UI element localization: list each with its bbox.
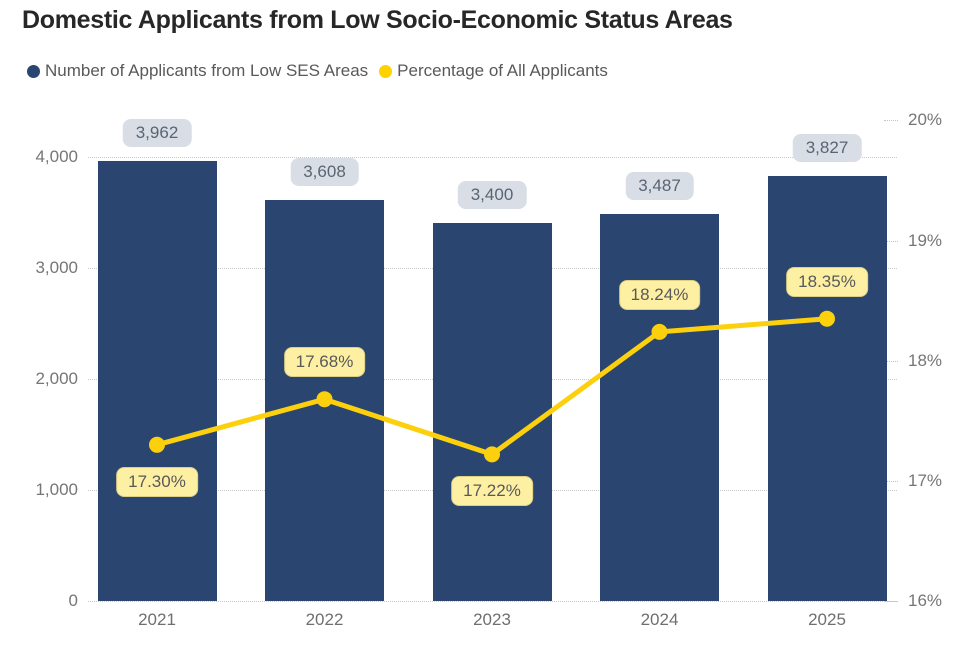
- legend-item-percentage[interactable]: Percentage of All Applicants: [379, 61, 608, 81]
- right-axis-tick: [884, 120, 898, 122]
- legend-bar-series-label: Number of Applicants from Low SES Areas: [45, 61, 369, 80]
- legend-line-series-label: Percentage of All Applicants: [397, 61, 608, 80]
- line-marker-2021[interactable]: [149, 436, 165, 453]
- right-axis-tick-label: 19%: [908, 230, 943, 250]
- right-axis-tick-label: 17%: [908, 470, 943, 490]
- right-axis-tick: [884, 480, 898, 482]
- x-axis-label-2021: 2021: [138, 610, 176, 629]
- x-axis-label-2023: 2023: [473, 610, 511, 629]
- bar-value-label: 3,487: [625, 171, 694, 200]
- legend-bar-series-dot-icon: [27, 64, 40, 78]
- bar-2024[interactable]: [600, 213, 719, 601]
- bar-2025[interactable]: [767, 175, 887, 601]
- right-axis-tick: [884, 240, 898, 242]
- chart-title: Domestic Applicants from Low Socio-Econo…: [22, 6, 733, 34]
- gridline: [88, 156, 897, 158]
- percentage-value-label: 17.68%: [283, 347, 366, 378]
- bar-value-label: 3,962: [122, 118, 192, 147]
- bar-2021[interactable]: [97, 160, 217, 601]
- line-marker-2023[interactable]: [484, 446, 500, 463]
- x-axis-label-2025: 2025: [808, 610, 846, 629]
- bar-value-label: 3,608: [290, 158, 359, 186]
- bar-2023[interactable]: [432, 223, 552, 601]
- left-axis-tick-label: 2,000: [35, 368, 78, 388]
- percentage-value-label: 18.35%: [786, 266, 868, 297]
- right-axis-tick-label: 20%: [908, 110, 943, 130]
- x-axis-label-2024: 2024: [640, 610, 679, 629]
- line-marker-2024[interactable]: [651, 323, 668, 340]
- bar-value-label: 3,827: [792, 133, 862, 162]
- left-axis-tick-label: 0: [68, 591, 78, 610]
- percentage-value-label: 17.30%: [116, 466, 198, 497]
- bar-value-label: 3,400: [457, 181, 527, 210]
- x-axis-label-2022: 2022: [305, 610, 344, 629]
- line-marker-2025[interactable]: [819, 310, 835, 327]
- right-axis-tick: [884, 601, 898, 602]
- legend-item-applicants[interactable]: Number of Applicants from Low SES Areas: [27, 61, 368, 81]
- right-axis-tick-label: 16%: [908, 591, 943, 610]
- left-axis-tick-label: 1,000: [35, 479, 78, 499]
- line-marker-2022[interactable]: [316, 391, 333, 408]
- left-axis-tick-label: 3,000: [35, 257, 78, 277]
- right-axis-tick: [884, 360, 898, 362]
- gridline: [88, 601, 897, 602]
- percentage-value-label: 17.22%: [451, 476, 533, 507]
- right-axis-tick-label: 18%: [908, 350, 943, 370]
- left-axis-tick-label: 4,000: [35, 146, 78, 166]
- legend-line-series-dot-icon: [379, 64, 393, 78]
- percentage-value-label: 18.24%: [618, 279, 701, 310]
- legend: Number of Applicants from Low SES Areas …: [27, 61, 608, 81]
